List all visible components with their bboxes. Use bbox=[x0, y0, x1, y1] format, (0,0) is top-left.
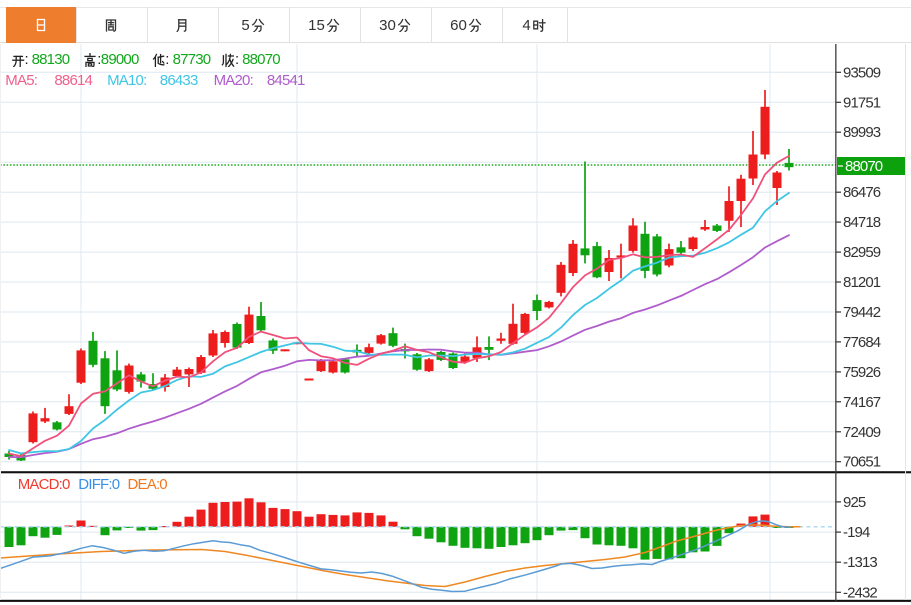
svg-text:91751: 91751 bbox=[843, 94, 881, 111]
svg-text:93509: 93509 bbox=[843, 64, 881, 81]
svg-text:-194: -194 bbox=[843, 524, 870, 541]
svg-text:82959: 82959 bbox=[843, 244, 881, 261]
svg-text:89993: 89993 bbox=[843, 124, 881, 141]
svg-text:79442: 79442 bbox=[843, 304, 881, 321]
svg-text:70651: 70651 bbox=[843, 454, 881, 471]
svg-text:75926: 75926 bbox=[843, 364, 881, 381]
svg-text:74167: 74167 bbox=[843, 394, 881, 411]
svg-text:86476: 86476 bbox=[843, 184, 881, 201]
svg-text:81201: 81201 bbox=[843, 274, 881, 291]
svg-text:72409: 72409 bbox=[843, 424, 881, 441]
svg-text:925: 925 bbox=[843, 494, 866, 511]
svg-text:88070: 88070 bbox=[845, 158, 883, 175]
svg-text:84718: 84718 bbox=[843, 214, 881, 231]
svg-text:-2432: -2432 bbox=[843, 584, 877, 601]
svg-text:-1313: -1313 bbox=[843, 554, 877, 571]
svg-text:77684: 77684 bbox=[843, 334, 881, 351]
